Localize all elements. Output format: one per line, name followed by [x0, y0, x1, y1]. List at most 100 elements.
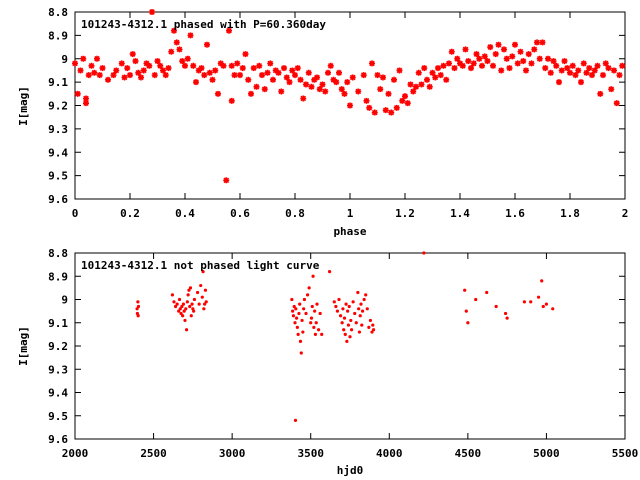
phased-data-point	[523, 67, 529, 74]
phased-data-point	[201, 72, 208, 79]
phased-data-point	[297, 76, 304, 83]
unphased-data-point	[370, 330, 374, 334]
phased-data-point	[165, 65, 172, 72]
phased-data-point	[498, 67, 505, 74]
phased-data-point	[371, 109, 378, 116]
unphased-y-tick-label: 9.4	[48, 387, 68, 400]
phased-data-point	[580, 60, 587, 67]
unphased-chart-title: 101243-4312.1 not phased light curve	[81, 259, 320, 272]
phased-data-point	[151, 72, 158, 79]
unphased-data-point	[181, 314, 185, 318]
phased-data-point	[138, 74, 144, 81]
unphased-data-point	[136, 314, 140, 318]
unphased-data-point	[307, 286, 311, 290]
phased-data-point	[209, 76, 216, 83]
phased-x-tick-label: 0.6	[230, 207, 250, 220]
phased-x-tick-label: 0	[72, 207, 79, 220]
unphased-data-point	[182, 309, 186, 313]
phased-data-point	[121, 74, 128, 81]
unphased-data-point	[172, 300, 176, 304]
phased-x-tick-label: 1	[347, 207, 354, 220]
phased-data-point	[473, 51, 480, 58]
phased-data-point	[223, 177, 230, 184]
unphased-data-point	[310, 304, 314, 309]
unphased-data-point	[188, 304, 192, 309]
phased-data-point	[382, 107, 389, 114]
phased-data-point	[539, 39, 546, 46]
unphased-data-point	[300, 318, 304, 323]
phased-data-point	[388, 109, 395, 116]
phased-chart-title: 101243-4312.1 phased with P=60.360day	[81, 18, 326, 31]
unphased-data-point	[301, 330, 305, 334]
unphased-data-point	[299, 351, 303, 355]
unphased-data-point	[332, 300, 336, 304]
phased-data-point	[534, 39, 540, 46]
phased-data-point	[569, 62, 576, 69]
unphased-data-point	[466, 321, 470, 325]
phased-data-point	[179, 58, 186, 65]
unphased-data-point	[351, 300, 355, 304]
unphased-data-point	[291, 314, 296, 318]
unphased-data-point	[314, 321, 318, 325]
phased-data-point	[616, 72, 623, 79]
phased-data-point	[286, 79, 293, 86]
phased-data-point	[80, 55, 87, 62]
phased-data-point	[176, 46, 183, 53]
phased-data-point	[481, 53, 488, 60]
unphased-data-point	[136, 304, 141, 309]
unphased-data-point	[302, 307, 306, 311]
unphased-data-point	[305, 293, 310, 297]
phased-data-point	[407, 81, 414, 88]
unphased-data-point	[348, 335, 352, 339]
unphased-data-point	[179, 311, 183, 316]
unphased-data-point	[371, 323, 375, 327]
phased-data-point	[173, 39, 180, 46]
phased-data-point	[366, 104, 373, 111]
unphased-y-axis-label: I[mag]	[17, 326, 30, 366]
phased-data-point	[558, 67, 565, 74]
phased-data-point	[226, 27, 232, 34]
unphased-data-point	[197, 302, 201, 306]
phased-data-point	[531, 46, 538, 53]
phased-y-tick-label: 9.1	[48, 76, 68, 89]
phased-data-point	[292, 72, 298, 79]
phased-data-point	[396, 67, 403, 74]
unphased-data-point	[494, 304, 498, 309]
unphased-data-point	[315, 302, 319, 306]
phased-data-point	[129, 51, 136, 58]
unphased-data-point	[338, 314, 343, 318]
phased-data-point	[404, 100, 411, 107]
unphased-data-point	[337, 297, 341, 302]
unphased-data-point	[313, 309, 317, 313]
unphased-data-point	[342, 316, 347, 320]
unphased-data-point	[291, 309, 295, 313]
phased-data-point	[578, 79, 584, 86]
phased-data-point	[355, 88, 362, 95]
phased-data-point	[451, 65, 458, 72]
phased-data-point	[547, 69, 554, 76]
phased-data-point	[377, 86, 384, 93]
phased-data-point	[105, 76, 111, 83]
phased-data-point	[182, 62, 188, 69]
phased-data-point	[327, 62, 334, 69]
phased-data-point	[215, 90, 221, 97]
unphased-data-point	[293, 418, 298, 422]
unphased-data-point	[503, 311, 508, 316]
unphased-data-point	[327, 270, 332, 274]
unphased-x-tick-label: 2000	[62, 447, 89, 460]
unphased-data-point	[371, 328, 376, 332]
phased-data-point	[536, 55, 543, 62]
unphased-y-tick-label: 9.5	[48, 410, 68, 423]
phased-data-point	[520, 58, 527, 65]
unphased-y-tick-label: 8.9	[48, 270, 68, 283]
phased-data-point	[242, 51, 249, 58]
unphased-data-point	[346, 323, 351, 327]
phased-data-point	[575, 67, 582, 74]
phased-data-point	[421, 65, 428, 72]
phased-data-point	[589, 72, 595, 79]
phased-data-point	[162, 72, 169, 79]
phased-data-point	[308, 83, 315, 90]
phased-data-point	[322, 88, 329, 95]
unphased-data-point	[189, 314, 193, 318]
phased-data-point	[525, 51, 532, 58]
